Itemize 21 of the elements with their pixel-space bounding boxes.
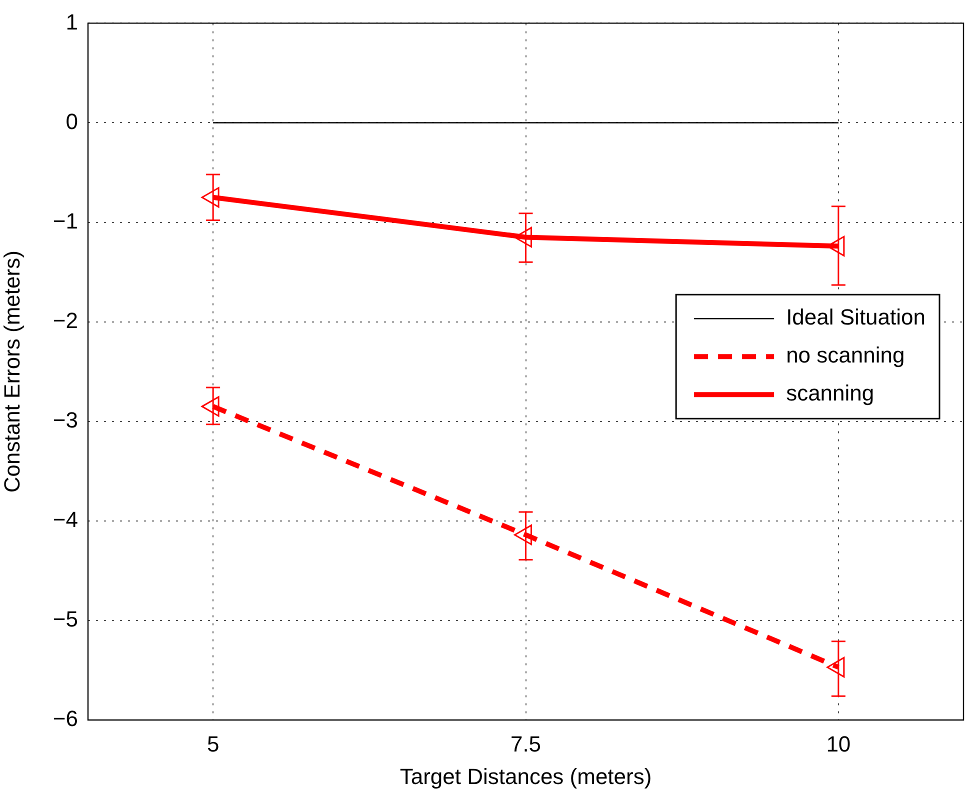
point	[201, 396, 220, 417]
y-tick-label: 1	[66, 9, 78, 34]
y-tick-label: −2	[52, 308, 78, 333]
x-axis-title: Target Distances (meters)	[400, 764, 652, 789]
y-tick-label: −3	[52, 407, 78, 432]
legend-label: no scanning	[786, 342, 905, 368]
point	[514, 226, 532, 248]
y-tick-label: −4	[52, 506, 78, 532]
point	[514, 524, 532, 546]
y-tick-label: −5	[52, 606, 78, 632]
x-tick-label: 7.5	[510, 731, 542, 756]
point	[201, 187, 220, 208]
legend-label: scanning	[786, 380, 874, 406]
y-axis-title: Constant Errors (meters)	[0, 250, 24, 493]
point	[826, 656, 845, 678]
y-tick-label: −1	[52, 208, 78, 234]
legend-label: Ideal Situation	[786, 304, 926, 330]
y-tick-label: 0	[66, 108, 78, 134]
x-tick-label: 10	[826, 731, 851, 756]
x-tick-label: 5	[206, 731, 220, 756]
y-tick-label: −6	[52, 706, 78, 732]
